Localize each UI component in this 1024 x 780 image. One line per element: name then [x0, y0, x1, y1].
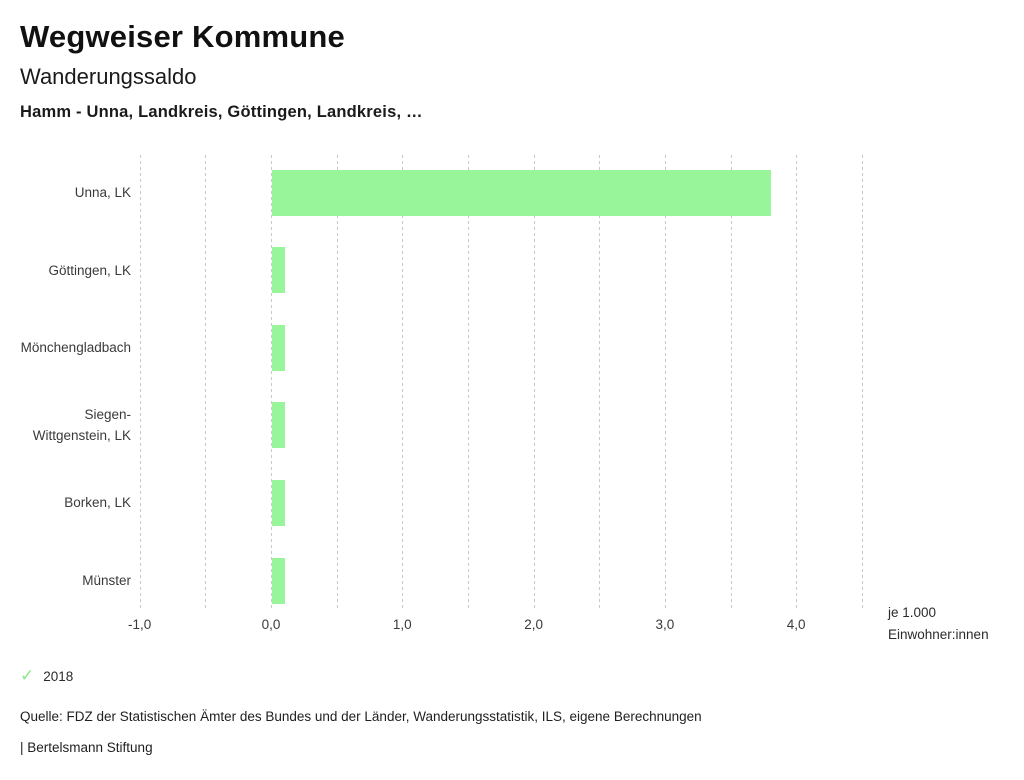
gridline: [796, 155, 798, 610]
x-tick-label: 2,0: [524, 617, 543, 632]
category-label: Borken, LK: [64, 495, 131, 511]
category-label: Unna, LK: [74, 185, 131, 200]
check-icon: ✓: [20, 666, 35, 685]
gridline: [730, 155, 732, 610]
category-label: Münster: [82, 573, 131, 588]
bar-münster[interactable]: [272, 557, 286, 604]
gridline: [205, 155, 207, 610]
chart-selection-subtitle: Hamm - Unna, Landkreis, Göttingen, Landk…: [20, 103, 423, 121]
x-tick-label: 3,0: [655, 617, 675, 632]
axis-unit-note: je 1.000 Einwohner:innen: [888, 602, 989, 646]
source-note: Quelle: FDZ der Statistischen Ämter des …: [20, 709, 702, 724]
bar-siegen-wittgenstein-lk[interactable]: [272, 402, 286, 449]
gridline: [533, 155, 535, 610]
category-label: Siegen-Wittgenstein, LK: [32, 407, 131, 444]
axis-unit-note-line2: Einwohner:innen: [888, 627, 989, 642]
gridline: [402, 155, 404, 610]
x-tick-label: 1,0: [392, 617, 412, 632]
bar-göttingen-lk[interactable]: [272, 247, 286, 294]
axis-unit-note-line1: je 1.000: [888, 605, 937, 620]
gridline: [599, 155, 601, 610]
gridline: [139, 155, 141, 610]
chart-title: Wanderungssaldo: [20, 64, 197, 89]
x-tick-label: 4,0: [786, 617, 806, 632]
bar-unna-lk[interactable]: [272, 169, 771, 216]
bar-borken-lk[interactable]: [272, 479, 286, 526]
category-label: Göttingen, LK: [48, 262, 131, 278]
category-label: Mönchengladbach: [20, 340, 131, 356]
branding-note: | Bertelsmann Stiftung: [20, 740, 153, 755]
legend-label: 2018: [43, 668, 74, 684]
x-tick-label: -1,0: [128, 617, 152, 632]
gridline: [861, 155, 863, 610]
app-title: Wegweiser Kommune: [20, 19, 345, 54]
x-tick-label: 0,0: [261, 617, 281, 632]
gridline: [468, 155, 469, 610]
gridline: [336, 155, 338, 610]
gridline: [664, 155, 666, 610]
bar-mönchengladbach[interactable]: [272, 324, 286, 371]
gridline: [271, 155, 272, 610]
legend-item-2018[interactable]: ✓ 2018: [20, 667, 73, 685]
